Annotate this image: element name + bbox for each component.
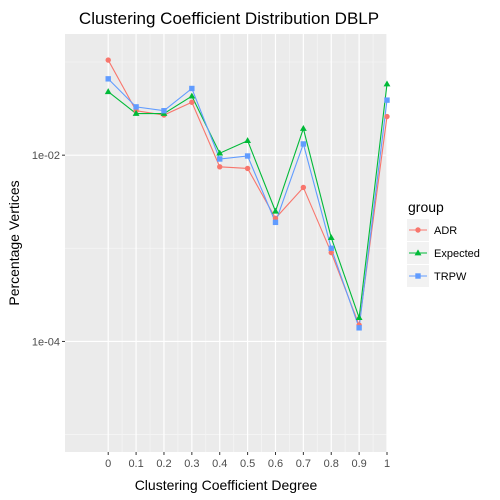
data-point-trpw <box>217 156 222 161</box>
x-tick-label: 0 <box>105 458 111 470</box>
data-point-trpw <box>106 76 111 81</box>
legend-label-adr: ADR <box>434 225 457 237</box>
y-axis: 1e-02 1e-04 <box>32 150 65 348</box>
y-axis-title: Percentage Vertices <box>6 180 22 305</box>
data-point-adr <box>245 166 250 171</box>
x-tick-label: 0.3 <box>184 458 199 470</box>
data-point-trpw <box>245 153 250 158</box>
plot-panel <box>65 34 387 452</box>
x-tick-label: 0.1 <box>128 458 143 470</box>
data-point-adr <box>189 100 194 105</box>
data-point-trpw <box>133 104 138 109</box>
x-axis-title: Clustering Coefficient Degree <box>135 477 318 493</box>
data-point-trpw <box>384 97 389 102</box>
data-point-trpw <box>189 86 194 91</box>
data-point-trpw <box>301 141 306 146</box>
legend-label-trpw: TRPW <box>434 271 467 283</box>
data-point-adr <box>106 57 111 62</box>
x-axis: 0 0.1 0.2 0.3 0.4 0.5 0.6 0.7 0.8 0.9 1 <box>105 452 390 470</box>
x-tick-label: 0.7 <box>296 458 311 470</box>
data-point-adr <box>217 164 222 169</box>
legend-label-expected: Expected <box>434 248 480 260</box>
x-tick-label: 0.9 <box>351 458 366 470</box>
x-tick-label: 0.8 <box>324 458 339 470</box>
data-point-trpw <box>161 108 166 113</box>
chart-title: Clustering Coefficient Distribution DBLP <box>79 9 379 28</box>
x-tick-label: 0.6 <box>268 458 283 470</box>
y-tick-label: 1e-04 <box>32 336 60 348</box>
y-tick-label: 1e-02 <box>32 150 60 162</box>
legend: group ADR Expected TRPW <box>407 199 480 287</box>
x-tick-label: 0.5 <box>240 458 255 470</box>
x-tick-label: 0.2 <box>156 458 171 470</box>
data-point-trpw <box>356 325 361 330</box>
data-point-adr <box>301 185 306 190</box>
legend-title: group <box>408 199 444 215</box>
data-point-trpw <box>329 246 334 251</box>
legend-key-marker <box>415 227 420 232</box>
data-point-trpw <box>273 220 278 225</box>
data-point-adr <box>384 114 389 119</box>
x-tick-label: 0.4 <box>212 458 227 470</box>
legend-key-marker <box>415 273 420 278</box>
x-tick-label: 1 <box>384 458 390 470</box>
